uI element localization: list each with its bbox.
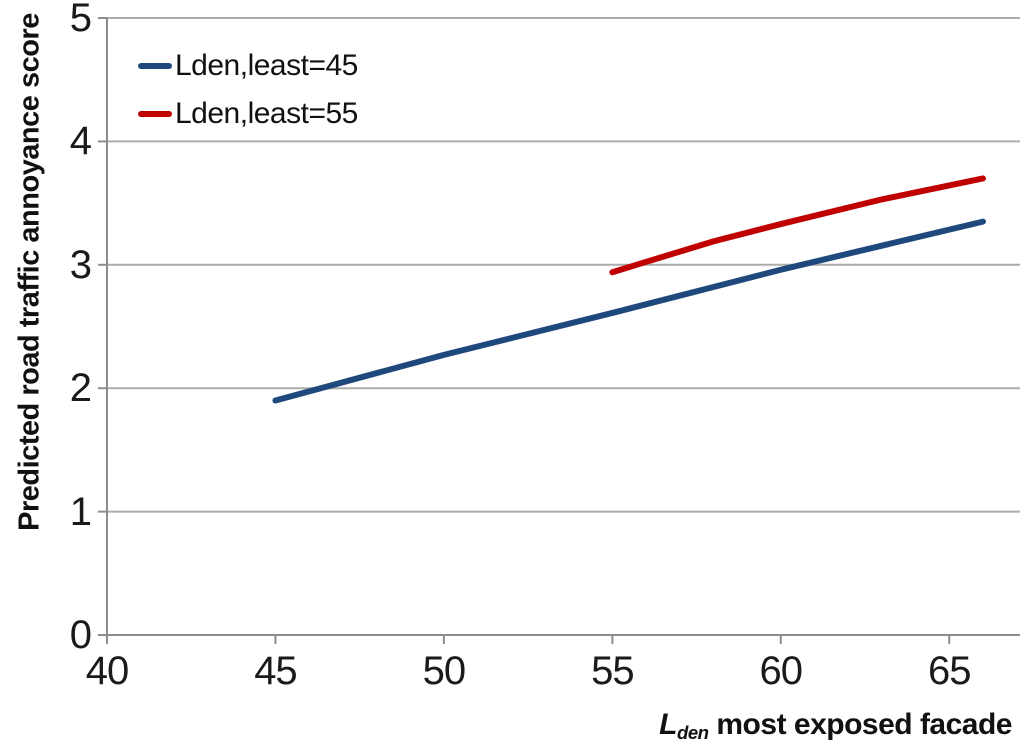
x-tick-label-50: 50 (422, 649, 466, 693)
y-axis-title: Predicted road traffic annoyance score (13, 13, 46, 531)
y-tick-label-1: 1 (69, 489, 92, 534)
legend-item-series1: Lden,least=45 (138, 42, 358, 90)
series-line-2 (609, 175, 986, 276)
legend: Lden,least=45 Lden,least=55 (138, 42, 358, 138)
y-tick-label-3: 3 (69, 242, 92, 287)
y-tick-label-5: 5 (69, 0, 92, 40)
y-tick-label-0: 0 (69, 613, 92, 657)
x-tick-label-55: 55 (591, 649, 634, 693)
x-tick-label-60: 60 (759, 649, 803, 693)
legend-line-swatch-blue (138, 63, 172, 69)
y-tick-label-4: 4 (69, 119, 92, 164)
y-tick-label-2: 2 (69, 366, 92, 411)
legend-item-series2: Lden,least=55 (138, 90, 358, 138)
series-line-1 (272, 218, 986, 404)
x-tick-label-45: 45 (254, 649, 297, 693)
x-tick-label-40: 40 (85, 649, 129, 693)
x-tick-label-65: 65 (928, 649, 971, 693)
x-axis-title-subscript: den (676, 721, 709, 743)
legend-label-series2: Lden,least=55 (175, 97, 358, 130)
legend-label-series1: Lden,least=45 (175, 49, 358, 82)
x-axis-title-text: most exposed facade (708, 708, 1012, 741)
legend-line-swatch-red (138, 111, 172, 117)
x-axis-title: Lden most exposed facade (659, 708, 1012, 743)
x-axis-title-symbol: L (659, 708, 677, 741)
